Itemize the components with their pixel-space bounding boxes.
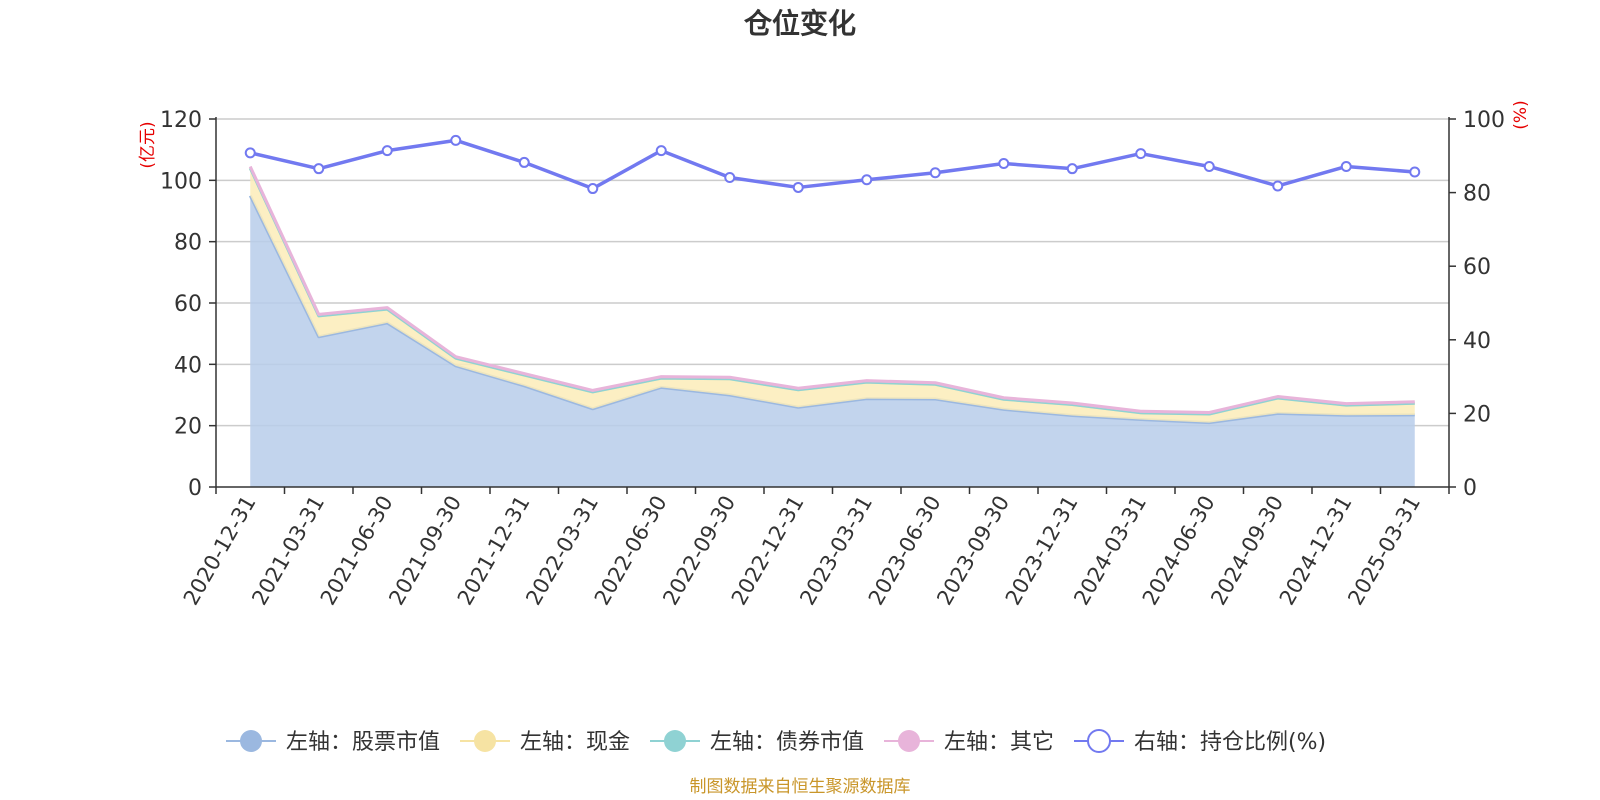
x-tick-label: 2025-03-31 [1343, 492, 1425, 610]
x-tick-label: 2020-12-31 [179, 492, 261, 610]
ratio-point[interactable] [587, 183, 599, 195]
left-tick-label: 60 [174, 292, 202, 317]
ratio-point[interactable] [313, 163, 325, 175]
x-tick-label: 2023-12-31 [1001, 492, 1083, 610]
legend-label: 左轴：股票市值 [286, 730, 440, 755]
legend-label: 左轴：现金 [520, 730, 630, 755]
chart-title: 仓位变化 [744, 7, 856, 40]
x-tick-label: 2024-03-31 [1069, 492, 1151, 610]
x-tick-label: 2021-12-31 [453, 492, 535, 610]
left-tick-label: 100 [160, 169, 202, 194]
legend-circle-icon [240, 730, 262, 752]
legend-label: 右轴：持仓比例(%) [1134, 730, 1326, 755]
legend-item[interactable]: 左轴：现金 [460, 730, 630, 755]
legend-item[interactable]: 右轴：持仓比例(%) [1074, 729, 1326, 755]
ratio-point[interactable] [450, 134, 462, 146]
left-tick-label: 0 [188, 476, 202, 501]
left-axis-unit: (亿元) [138, 121, 158, 168]
ratio-point[interactable] [381, 145, 393, 157]
ratio-point[interactable] [244, 147, 256, 159]
x-tick-label: 2022-03-31 [521, 492, 603, 610]
legend-circle-icon [474, 730, 496, 752]
right-tick-label: 0 [1463, 476, 1477, 501]
right-axis-unit: (%) [1511, 100, 1531, 129]
x-tick-label: 2021-06-30 [316, 492, 398, 610]
x-tick-label: 2023-06-30 [864, 492, 946, 610]
left-tick-label: 40 [174, 353, 202, 378]
x-tick-label: 2023-09-30 [932, 492, 1014, 610]
legend-item[interactable]: 左轴：股票市值 [226, 730, 440, 755]
ratio-point[interactable] [724, 172, 736, 184]
x-tick-label: 2024-09-30 [1206, 492, 1288, 610]
left-tick-label: 20 [174, 415, 202, 440]
ratio-point[interactable] [1203, 160, 1215, 172]
legend-label: 左轴：债券市值 [710, 730, 864, 755]
ratio-line [249, 138, 1415, 191]
x-tick-label: 2021-09-30 [384, 492, 466, 610]
area-line-左轴：股票市值 [248, 195, 1415, 425]
ratio-point[interactable] [861, 174, 873, 186]
ratio-point[interactable] [929, 167, 941, 179]
legend-item[interactable]: 左轴：债券市值 [650, 730, 864, 755]
x-tick-label: 2022-09-30 [658, 492, 740, 610]
area-左轴：股票市值 [250, 195, 1415, 487]
x-tick-label: 2021-03-31 [247, 492, 329, 610]
ratio-point[interactable] [1272, 180, 1284, 192]
x-tick-label: 2024-12-31 [1275, 492, 1357, 610]
right-tick-label: 60 [1463, 255, 1491, 280]
ratio-point[interactable] [655, 145, 667, 157]
ratio-point[interactable] [1135, 148, 1147, 160]
x-tick-label: 2023-03-31 [795, 492, 877, 610]
ratio-point[interactable] [518, 156, 530, 168]
legend-item[interactable]: 左轴：其它 [884, 730, 1054, 755]
right-tick-label: 20 [1463, 402, 1491, 427]
ratio-point[interactable] [998, 158, 1010, 170]
x-tick-label: 2022-12-31 [727, 492, 809, 610]
legend-circle-icon [898, 730, 920, 752]
legend-circle-icon [664, 730, 686, 752]
right-axis-line-series [244, 134, 1421, 195]
left-tick-label: 120 [160, 108, 202, 133]
area-series [248, 165, 1415, 487]
ratio-point[interactable] [792, 181, 804, 193]
legend: 左轴：股票市值 左轴：现金 左轴：债券市值 左轴：其它 右轴：持仓比例(%) [226, 729, 1326, 755]
legend-circle-icon [1087, 729, 1111, 753]
x-tick-label: 2022-06-30 [590, 492, 672, 610]
right-tick-label: 40 [1463, 329, 1491, 354]
legend-label: 左轴：其它 [944, 730, 1054, 755]
x-tick-label: 2024-06-30 [1138, 492, 1220, 610]
ratio-point[interactable] [1066, 163, 1078, 175]
right-tick-label: 80 [1463, 182, 1491, 207]
source-note: 制图数据来自恒生聚源数据库 [690, 777, 911, 797]
ratio-point[interactable] [1340, 160, 1352, 172]
ratio-point[interactable] [1409, 166, 1421, 178]
right-tick-label: 100 [1463, 108, 1505, 133]
area-line-左轴：其它 [248, 165, 1415, 414]
left-tick-label: 80 [174, 231, 202, 256]
